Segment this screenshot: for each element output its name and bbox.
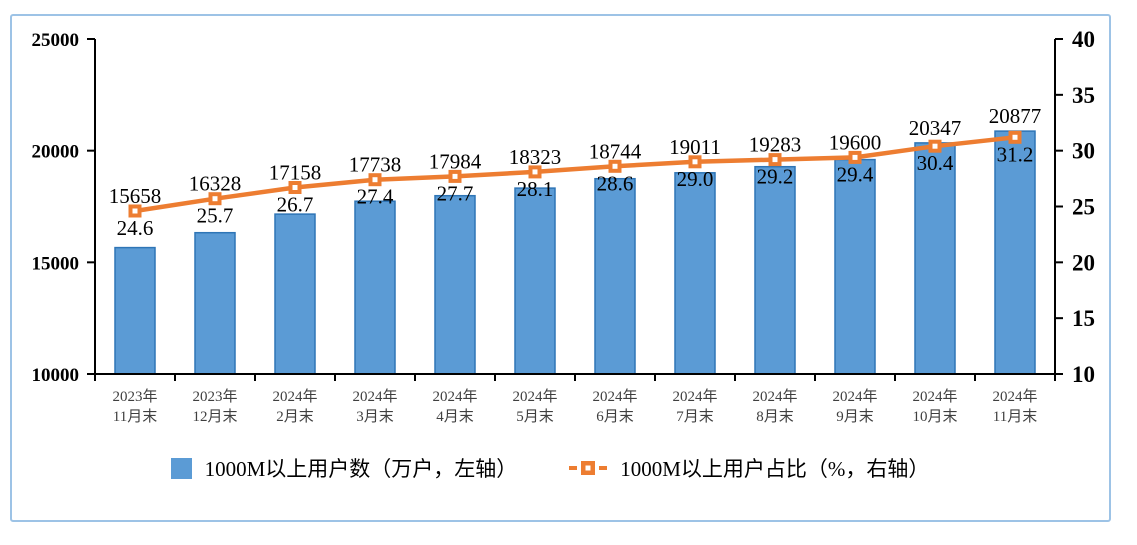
right-axis-tick-label: 30 xyxy=(1072,139,1095,164)
pct-value-label: 27.7 xyxy=(437,181,474,205)
x-tick-label-month: 2月末 xyxy=(276,408,314,425)
left-axis-tick-label: 10000 xyxy=(32,365,80,386)
legend-item-line-series: 1000M以上用户占比（%，右轴） xyxy=(569,453,929,483)
bar xyxy=(194,231,236,375)
marker-center xyxy=(212,196,218,202)
left-axis-tick-label: 15000 xyxy=(32,253,80,274)
bar-value-label: 17158 xyxy=(269,161,322,185)
x-tick-label-year: 2024年 xyxy=(432,388,477,405)
x-tick-label-month: 3月末 xyxy=(356,408,394,425)
marker-center xyxy=(692,159,698,165)
bar-series-label: 1000M以上用户数（万户，左轴） xyxy=(204,457,518,481)
right-axis-tick-label: 40 xyxy=(1072,27,1095,52)
x-tick-label-year: 2023年 xyxy=(112,388,157,405)
pct-value-label: 28.1 xyxy=(517,177,554,201)
pct-value-label: 29.2 xyxy=(757,165,794,189)
chart-legend: 1000M以上用户数（万户，左轴） 1000M以上用户占比（%，右轴） xyxy=(0,453,1100,483)
x-tick-label-month: 8月末 xyxy=(756,408,794,425)
x-tick-label-year: 2023年 xyxy=(192,388,237,405)
left-axis-tick-label: 25000 xyxy=(32,30,80,51)
pct-value-label: 31.2 xyxy=(997,142,1034,166)
bar xyxy=(274,213,316,375)
x-tick-label-year: 2024年 xyxy=(752,388,797,405)
marker-center xyxy=(292,185,298,190)
bar-value-label: 19283 xyxy=(749,133,802,157)
line-series-marker-icon xyxy=(569,461,608,475)
x-tick-label-year: 2024年 xyxy=(512,388,557,405)
x-tick-label-month: 9月末 xyxy=(836,408,874,425)
x-tick-label-month: 12月末 xyxy=(192,408,237,425)
x-tick-label-year: 2024年 xyxy=(992,388,1037,405)
x-tick-label-month: 7月末 xyxy=(676,408,714,425)
pct-value-label: 24.6 xyxy=(117,216,154,240)
bar-value-label: 20347 xyxy=(909,116,962,140)
bar xyxy=(514,187,556,375)
x-tick-label-month: 11月末 xyxy=(993,408,1037,425)
marker-center xyxy=(772,157,778,163)
bar-value-label: 20877 xyxy=(989,104,1042,128)
x-tick-label-year: 2024年 xyxy=(352,388,397,405)
bar-value-label: 19011 xyxy=(669,135,721,159)
right-axis-tick-label: 20 xyxy=(1072,250,1095,275)
marker-center xyxy=(532,169,538,175)
pct-value-label: 26.7 xyxy=(277,193,314,217)
pct-value-label: 29.4 xyxy=(837,162,874,186)
marker-center xyxy=(1012,134,1018,140)
marker-center xyxy=(852,154,858,160)
bar xyxy=(434,194,476,375)
bar xyxy=(594,177,636,375)
x-tick-label-year: 2024年 xyxy=(272,388,317,405)
x-tick-label-year: 2024年 xyxy=(832,388,877,405)
x-tick-label-year: 2024年 xyxy=(592,388,637,405)
bar xyxy=(914,142,956,375)
bar-value-label: 17738 xyxy=(349,153,402,177)
pct-value-label: 25.7 xyxy=(197,204,234,228)
bar xyxy=(754,165,796,375)
bar-value-label: 18744 xyxy=(589,139,642,163)
pct-value-label: 30.4 xyxy=(917,151,954,175)
marker-center xyxy=(452,173,458,179)
x-tick-label-year: 2024年 xyxy=(672,388,717,405)
legend-item-bar-series: 1000M以上用户数（万户，左轴） xyxy=(170,453,518,483)
x-tick-label-year: 2024年 xyxy=(912,388,957,405)
x-tick-label-month: 6月末 xyxy=(596,408,634,425)
right-axis-tick-label: 15 xyxy=(1072,306,1095,331)
line-series xyxy=(134,135,1016,214)
x-tick-label-month: 11月末 xyxy=(113,408,157,425)
x-tick-label-month: 5月末 xyxy=(516,408,554,425)
marker-center xyxy=(932,143,938,149)
x-tick-label-month: 10月末 xyxy=(912,408,957,425)
right-axis-tick-label: 25 xyxy=(1072,195,1095,220)
pct-value-label: 27.4 xyxy=(357,185,394,209)
bar-value-label: 17984 xyxy=(429,149,482,173)
x-tick-label-month: 4月末 xyxy=(436,408,474,425)
bar xyxy=(354,200,396,375)
pct-value-label: 29.0 xyxy=(677,167,714,191)
marker-center xyxy=(132,208,138,214)
bar xyxy=(674,172,716,375)
right-axis-tick-label: 10 xyxy=(1072,362,1095,387)
bar-value-label: 15658 xyxy=(109,184,162,208)
bar-value-label: 16328 xyxy=(189,172,242,196)
bar xyxy=(994,130,1036,375)
bar xyxy=(834,158,876,375)
bar-value-label: 19600 xyxy=(829,130,882,154)
right-axis-tick-label: 35 xyxy=(1072,83,1095,108)
bar-series-swatch-icon xyxy=(170,457,192,479)
line-series-label: 1000M以上用户占比（%，右轴） xyxy=(620,457,930,481)
pct-value-label: 28.6 xyxy=(597,171,634,195)
marker-center xyxy=(372,177,378,183)
left-axis-tick-label: 20000 xyxy=(32,142,80,163)
bar-value-label: 18323 xyxy=(509,145,562,169)
bar xyxy=(114,246,156,375)
marker-center xyxy=(612,163,618,169)
